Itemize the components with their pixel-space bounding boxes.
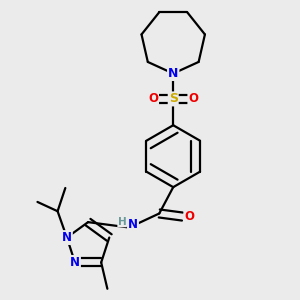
Text: H: H bbox=[118, 217, 127, 227]
Text: N: N bbox=[168, 67, 178, 80]
Text: O: O bbox=[148, 92, 158, 105]
Text: O: O bbox=[184, 210, 194, 223]
Text: N: N bbox=[128, 218, 138, 231]
Text: S: S bbox=[169, 92, 178, 105]
Text: N: N bbox=[70, 256, 80, 269]
Text: O: O bbox=[188, 92, 198, 105]
Text: N: N bbox=[62, 231, 72, 244]
